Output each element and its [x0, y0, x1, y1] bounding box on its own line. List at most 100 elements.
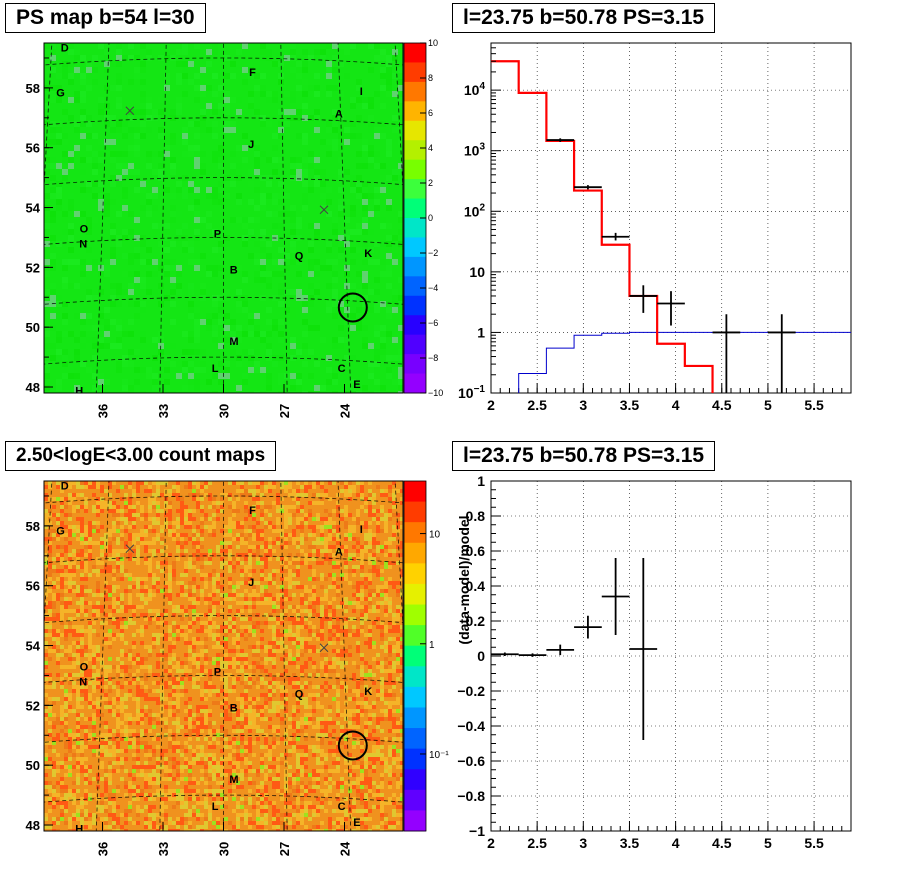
source-label: O [80, 224, 89, 236]
y-tick-label: 58 [26, 81, 40, 96]
graticule-longitude-line [280, 481, 288, 831]
source-label: M [229, 774, 238, 786]
source-label: I [360, 86, 363, 98]
source-label: B [230, 702, 238, 714]
graticule-longitude-line [280, 43, 288, 393]
colorbar-segment [404, 789, 426, 811]
colorbar-tick-label: −2 [428, 248, 438, 258]
source-label: N [79, 239, 87, 251]
grid [490, 43, 851, 394]
source-label: G [56, 526, 65, 538]
colorbar-segment [404, 481, 426, 503]
x-tick-label: 2 [487, 397, 495, 413]
x-tick-label: 5.5 [804, 397, 824, 413]
source-label: P [214, 666, 221, 678]
x-tick-label: 24 [338, 841, 353, 856]
colorbar-segment [404, 256, 426, 277]
source-label: J [248, 577, 254, 589]
colorbar-segment [404, 81, 426, 102]
colorbar-segment [404, 179, 426, 200]
y-tick-label: 54 [26, 201, 41, 216]
cross-marker [125, 544, 135, 554]
colorbar-segment [404, 645, 426, 667]
residual-point [601, 558, 630, 635]
colorbar-segment [404, 522, 426, 544]
x-tick-label: 33 [156, 404, 171, 418]
y-tick-label: 48 [26, 818, 40, 833]
colorbar-segment [404, 769, 426, 791]
total-model-line [491, 60, 714, 393]
y-tick-label: −1 [469, 823, 485, 839]
colorbar-segment [404, 542, 426, 564]
y-tick-label: 0 [477, 648, 485, 664]
source-label: F [249, 67, 256, 79]
y-tick-label: 0.4 [466, 578, 486, 594]
colorbar-tick-label: 4 [428, 143, 433, 153]
x-tick-label: 33 [156, 842, 171, 856]
y-tick-label: 52 [26, 260, 40, 275]
x-tick-label: 4 [672, 835, 680, 851]
y-tick-label: 10−1 [458, 384, 485, 401]
graticule-latitude-line [44, 555, 403, 564]
residual-point [518, 653, 547, 657]
graticule-latitude-line [44, 237, 403, 245]
plot-area [491, 60, 851, 393]
colorbar-tick-label: −10 [428, 388, 443, 398]
y-tick-label: 103 [464, 142, 486, 159]
source-label: N [79, 677, 87, 689]
data-point [712, 314, 741, 393]
data-point [574, 185, 602, 190]
residual-point [491, 652, 519, 656]
x-tick-label: 36 [95, 842, 110, 856]
colorbar-segment [404, 583, 426, 606]
colorbar-segment [404, 237, 426, 258]
colorbar-segment [404, 334, 426, 355]
colorbar-segment [404, 276, 426, 297]
colorbar-segment [404, 501, 426, 523]
source-label: C [338, 801, 346, 813]
source-label: F [249, 505, 256, 517]
cross-marker [319, 643, 329, 653]
x-tick-label: 36 [95, 404, 110, 418]
colorbar-tick-label: 1 [429, 640, 435, 651]
colorbar-segment [404, 62, 426, 83]
y-tick-label: 56 [26, 141, 40, 156]
x-tick-label: 30 [217, 842, 232, 856]
source-label: A [335, 547, 343, 559]
x-tick-label: 2 [487, 835, 495, 851]
colorbar-segment [404, 686, 426, 708]
source-circle-marker [337, 292, 368, 323]
colorbar-segment [404, 748, 426, 770]
colorbar-segment [404, 198, 426, 219]
colorbar: 10 1 10⁻¹ [403, 480, 449, 832]
colorbar-segment [404, 140, 426, 161]
y-tick-label: 58 [26, 519, 40, 534]
x-tick-label: 3.5 [620, 397, 640, 413]
source-label: G [56, 88, 65, 100]
x-tick-label: 30 [217, 404, 232, 418]
cross-marker [319, 205, 329, 215]
map-image: D F G I A J ON P K Q B M L CE H [44, 43, 403, 393]
background-model-line [518, 331, 851, 393]
x-tick-label: 24 [338, 403, 353, 418]
residual-panel: 2 2.5 3 3.5 4 4.5 5 5.5 −1 −0.8 −0.6 −0.4 −0.2 0 0.2 0.… [456, 473, 852, 851]
source-label: E [353, 817, 360, 829]
y-tick-label: 1 [477, 324, 485, 340]
source-label: B [230, 264, 238, 276]
colorbar-tick-label: 6 [428, 108, 433, 118]
spectrum-panel: 2 2.5 3 3.5 4 4.5 5 5.5 10−1 1 10 102 103 104 [458, 42, 852, 413]
graticule [44, 43, 403, 393]
data-point [546, 138, 575, 142]
data-point [601, 232, 630, 241]
x-tick-label: 4 [672, 397, 680, 413]
colorbar-segment [404, 563, 426, 585]
graticule-latitude-line [44, 117, 403, 126]
graticule-latitude-line [44, 675, 403, 683]
residual-point [574, 615, 602, 639]
colorbar-segment [404, 373, 426, 394]
colorbar-segment [404, 728, 426, 750]
data-point [657, 291, 685, 326]
colorbar-tick-label: 10 [428, 38, 438, 48]
graticule-longitude-line [337, 481, 352, 831]
colorbar-segment [404, 218, 426, 238]
